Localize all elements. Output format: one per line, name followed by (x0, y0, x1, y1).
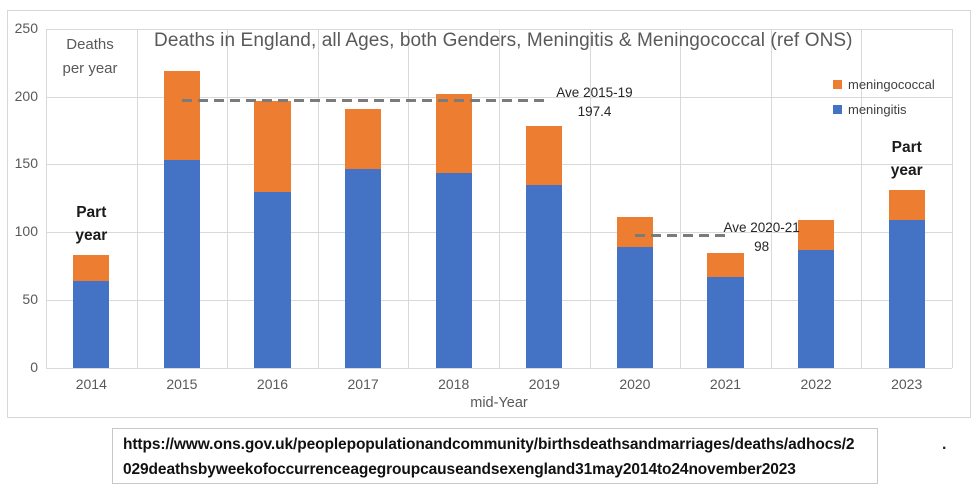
y-tick-label-150: 150 (14, 155, 38, 172)
x-axis-title: mid-Year (470, 395, 528, 411)
x-tick-label-2015: 2015 (166, 376, 198, 392)
average-label-text: Ave 2020-21 (723, 219, 800, 235)
legend-item-meningococcal: meningococcal (833, 77, 935, 92)
x-tick-label-2017: 2017 (347, 376, 379, 392)
y-axis-caption: Deaths per year (56, 33, 124, 81)
y-tick-label-50: 50 (22, 291, 38, 308)
part-year-note-line: year (75, 227, 108, 245)
bar-segment-meningitis-2021 (707, 277, 744, 368)
bar-segment-meningitis-2020 (616, 247, 653, 368)
bar-segment-meningococcal-2020 (616, 217, 653, 248)
part-year-note-line: year (890, 162, 923, 180)
bar-segment-meningococcal-2019 (526, 126, 563, 185)
gridline-v-0 (46, 28, 47, 368)
part-year-note-line: Part (76, 204, 107, 222)
x-tick-label-2023: 2023 (891, 376, 923, 392)
legend-label-meningococcal: meningococcal (848, 77, 935, 92)
bar-segment-meningitis-2022 (797, 249, 835, 368)
gridline-v-7 (680, 28, 682, 368)
x-tick-label-2014: 2014 (75, 376, 107, 392)
legend-swatch-meningococcal (833, 80, 842, 89)
gridline-v-9 (861, 28, 863, 368)
gridline-v-8 (770, 28, 772, 368)
source-url-line2: 029deathsbyweekofoccurrenceagegroupcause… (123, 461, 796, 478)
bar-segment-meningitis-2014 (73, 281, 110, 368)
gridline-h-0 (46, 368, 952, 369)
y-axis-caption-line2: per year (62, 60, 118, 77)
bar-segment-meningitis-2023 (888, 220, 925, 368)
average-label-value: 98 (754, 238, 770, 254)
gridline-v-5 (499, 28, 500, 368)
bar-segment-meningococcal-2022 (797, 220, 835, 250)
y-tick-label-200: 200 (14, 87, 38, 104)
gridline-v-10 (952, 28, 953, 368)
gridline-v-3 (317, 28, 319, 368)
gridline-v-4 (408, 28, 410, 368)
legend-swatch-meningitis (833, 105, 842, 114)
x-tick-label-2019: 2019 (528, 376, 560, 392)
average-line-label-2015-2019: Ave 2015-19 197.4 (556, 83, 632, 121)
y-axis-caption-line1: Deaths (66, 36, 114, 53)
x-tick-label-2022: 2022 (800, 376, 832, 392)
y-tick-label-250: 250 (14, 19, 38, 36)
source-url-box: https://www.ons.gov.uk/peoplepopulationa… (112, 428, 878, 484)
bar-segment-meningitis-2015 (163, 160, 200, 368)
bar-segment-meningitis-2018 (435, 172, 472, 368)
y-tick-label-0: 0 (30, 359, 38, 375)
trailing-period: . (942, 436, 947, 453)
y-tick-label-100: 100 (14, 223, 38, 240)
legend-item-meningitis: meningitis (833, 102, 935, 117)
average-label-value: 197.4 (577, 103, 612, 119)
legend: meningococcal meningitis (833, 77, 935, 127)
bar-segment-meningococcal-2018 (435, 93, 472, 173)
bar-segment-meningococcal-2021 (707, 252, 744, 278)
bar-segment-meningitis-2017 (344, 168, 382, 368)
x-tick-label-2020: 2020 (619, 376, 651, 392)
x-tick-label-2021: 2021 (709, 376, 742, 392)
bar-segment-meningococcal-2017 (344, 108, 382, 169)
part-year-note-2023: Part year (865, 136, 949, 182)
bar-segment-meningitis-2019 (526, 184, 563, 368)
average-label-text: Ave 2015-19 (556, 84, 633, 100)
average-line-2020-2021 (634, 233, 726, 237)
chart-title: Deaths in England, all Ages, both Gender… (154, 30, 853, 51)
source-url-line1: https://www.ons.gov.uk/peoplepopulationa… (123, 436, 855, 453)
bar-segment-meningococcal-2023 (888, 190, 925, 221)
x-tick-label-2016: 2016 (256, 376, 289, 392)
average-line-label-2020-2021: Ave 2020-21 98 (724, 218, 800, 256)
part-year-note-line: Part (891, 139, 922, 157)
bar-segment-meningococcal-2014 (73, 255, 110, 282)
average-line-2015-2019 (181, 98, 545, 102)
x-tick-label-2018: 2018 (438, 376, 470, 392)
legend-label-meningitis: meningitis (848, 102, 907, 117)
gridline-v-6 (589, 28, 591, 368)
bar-segment-meningococcal-2016 (254, 100, 291, 192)
bar-segment-meningococcal-2015 (163, 70, 200, 161)
part-year-note-2014: Part year (49, 201, 133, 247)
gridline-v-2 (227, 28, 229, 368)
bar-segment-meningitis-2016 (254, 191, 291, 368)
gridline-v-1 (136, 28, 138, 368)
